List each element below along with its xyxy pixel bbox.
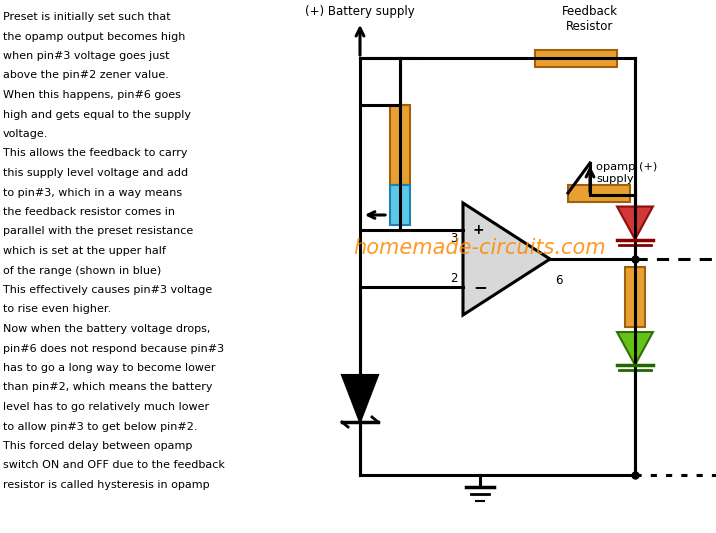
Text: high and gets equal to the supply: high and gets equal to the supply xyxy=(3,109,191,119)
Text: to allow pin#3 to get below pin#2.: to allow pin#3 to get below pin#2. xyxy=(3,422,198,432)
Text: This allows the feedback to carry: This allows the feedback to carry xyxy=(3,149,188,158)
Text: Preset is initially set such that: Preset is initially set such that xyxy=(3,12,170,22)
Text: switch ON and OFF due to the feedback: switch ON and OFF due to the feedback xyxy=(3,461,225,471)
Text: when pin#3 voltage goes just: when pin#3 voltage goes just xyxy=(3,51,170,61)
Text: Now when the battery voltage drops,: Now when the battery voltage drops, xyxy=(3,324,211,334)
Polygon shape xyxy=(342,375,378,422)
Text: to rise even higher.: to rise even higher. xyxy=(3,304,111,314)
Text: (+) Battery supply: (+) Battery supply xyxy=(305,5,415,18)
Text: above the pin#2 zener value.: above the pin#2 zener value. xyxy=(3,70,169,80)
Polygon shape xyxy=(617,332,653,365)
Text: −: − xyxy=(473,278,487,296)
Text: This effectively causes pin#3 voltage: This effectively causes pin#3 voltage xyxy=(3,285,212,295)
Text: homemade-circuits.com: homemade-circuits.com xyxy=(354,238,606,258)
Text: than pin#2, which means the battery: than pin#2, which means the battery xyxy=(3,383,213,392)
Text: voltage.: voltage. xyxy=(3,129,49,139)
Text: opamp (+)
supply: opamp (+) supply xyxy=(596,162,657,184)
Text: +: + xyxy=(473,223,485,237)
Text: When this happens, pin#6 goes: When this happens, pin#6 goes xyxy=(3,90,181,100)
Text: This forced delay between opamp: This forced delay between opamp xyxy=(3,441,193,451)
Text: which is set at the upper half: which is set at the upper half xyxy=(3,246,166,256)
Text: of the range (shown in blue): of the range (shown in blue) xyxy=(3,265,161,276)
Bar xyxy=(568,184,630,201)
Polygon shape xyxy=(617,206,653,239)
Text: to pin#3, which in a way means: to pin#3, which in a way means xyxy=(3,188,182,198)
Text: has to go a long way to become lower: has to go a long way to become lower xyxy=(3,363,216,373)
Text: level has to go relatively much lower: level has to go relatively much lower xyxy=(3,402,209,412)
Text: the feedback resistor comes in: the feedback resistor comes in xyxy=(3,207,175,217)
Text: this supply level voltage and add: this supply level voltage and add xyxy=(3,168,188,178)
Text: the opamp output becomes high: the opamp output becomes high xyxy=(3,31,185,42)
Text: 6: 6 xyxy=(555,274,563,287)
Bar xyxy=(390,185,410,225)
Bar xyxy=(535,50,617,67)
Text: resistor is called hysteresis in opamp: resistor is called hysteresis in opamp xyxy=(3,480,210,490)
Text: 3: 3 xyxy=(450,232,458,245)
Text: parallel with the preset resistance: parallel with the preset resistance xyxy=(3,227,193,237)
Polygon shape xyxy=(463,203,550,315)
Bar xyxy=(625,267,645,327)
Bar xyxy=(390,105,410,185)
Text: Feedback
Resistor: Feedback Resistor xyxy=(562,5,618,33)
Text: 2: 2 xyxy=(450,272,458,285)
Text: pin#6 does not respond because pin#3: pin#6 does not respond because pin#3 xyxy=(3,343,224,353)
